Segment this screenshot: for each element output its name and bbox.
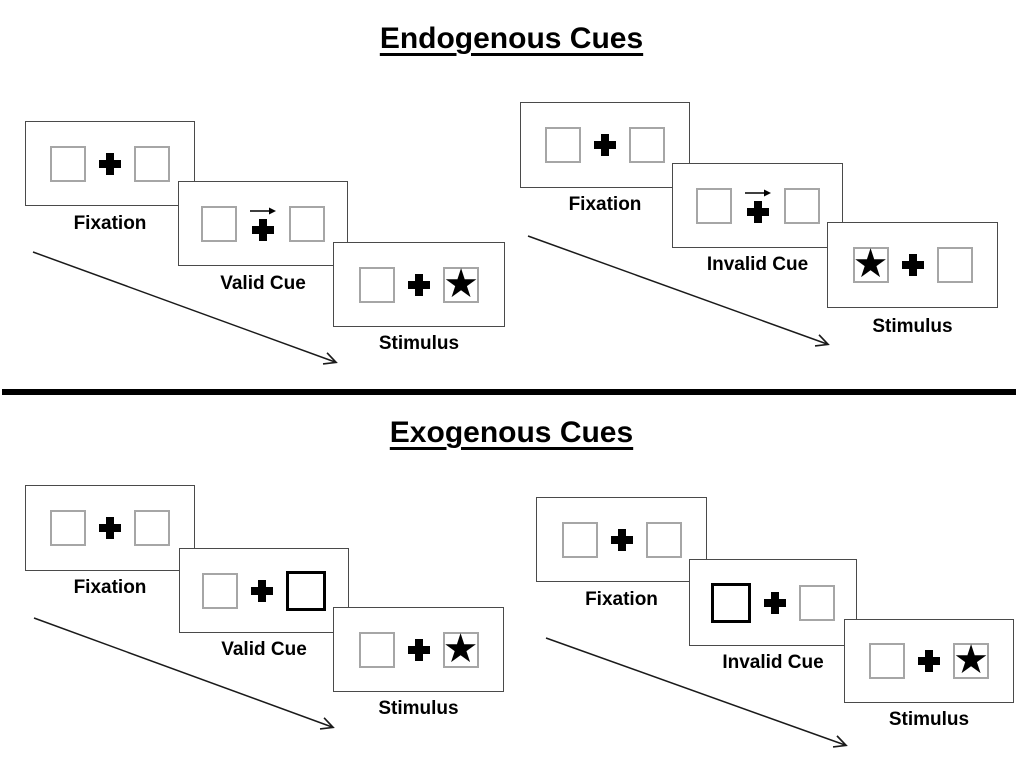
panel-label: Stimulus	[872, 316, 953, 337]
exogenous-section-title: Exogenous Cues	[389, 416, 634, 449]
fixation-cross-icon	[746, 201, 769, 223]
star-icon: ★	[852, 242, 889, 286]
exogenous-valid-cue-panel	[179, 548, 349, 633]
fixation-cross-icon	[918, 650, 940, 672]
star-icon: ★	[443, 261, 479, 306]
right-placeholder-box	[936, 247, 973, 283]
panel-label: Stimulus	[378, 333, 460, 354]
left-placeholder-box	[359, 266, 395, 303]
panel-label: Stimulus	[378, 698, 459, 719]
panel-label: Fixation	[585, 589, 658, 610]
endogenous-valid-fixation-panel	[25, 121, 195, 206]
right-highlighted-cue-box	[286, 570, 326, 611]
panel-label: Fixation	[568, 194, 642, 215]
right-target-box: ★	[443, 261, 479, 306]
left-placeholder-box	[202, 572, 238, 609]
exogenous-valid-stimulus-panel: ★	[333, 607, 504, 692]
fixation-cross-icon	[99, 152, 121, 175]
fixation-cross-icon	[901, 254, 924, 276]
exogenous-invalid-fixation-panel	[536, 497, 707, 582]
star-icon: ★	[442, 626, 479, 671]
timeline-arrow-icon	[32, 251, 338, 365]
fixation-cross-icon	[610, 528, 633, 551]
fixation-cross-icon	[252, 219, 274, 241]
right-placeholder-box	[645, 521, 682, 558]
right-placeholder-box	[799, 584, 835, 621]
fixation-cross-icon	[407, 638, 430, 661]
left-placeholder-box	[201, 205, 237, 242]
left-placeholder-box	[869, 643, 905, 679]
panel-label: Stimulus	[888, 709, 970, 730]
endogenous-invalid-stimulus-panel: ★	[827, 222, 998, 308]
panel-label: Fixation	[73, 577, 147, 598]
right-target-box: ★	[442, 626, 479, 671]
panel-label: Fixation	[73, 213, 147, 234]
panel-label: Valid Cue	[221, 639, 307, 660]
left-placeholder-box	[50, 145, 86, 182]
right-placeholder-box	[134, 145, 170, 182]
endogenous-valid-cue-panel	[178, 181, 348, 266]
right-placeholder-box	[783, 187, 820, 224]
panel-label: Invalid Cue	[706, 254, 809, 275]
left-target-box: ★	[852, 242, 889, 286]
fixation-cross-icon	[99, 517, 121, 539]
cue-arrow-right-icon	[250, 207, 276, 215]
right-placeholder-box	[629, 127, 665, 163]
timeline-arrow-icon	[545, 637, 848, 748]
left-placeholder-box	[50, 510, 86, 546]
left-highlighted-cue-box	[711, 582, 751, 623]
endogenous-invalid-fixation-panel	[520, 102, 690, 188]
exogenous-invalid-cue-panel	[689, 559, 857, 646]
left-placeholder-box	[695, 187, 732, 224]
fixation-cross-icon	[408, 273, 430, 296]
exogenous-valid-fixation-panel	[25, 485, 195, 571]
endogenous-section-title: Endogenous Cues	[379, 22, 644, 55]
panel-label: Valid Cue	[220, 273, 306, 294]
right-placeholder-box	[134, 510, 170, 546]
right-target-box: ★	[953, 638, 989, 682]
timeline-arrow-icon	[33, 617, 335, 730]
fixation-cross-icon	[251, 579, 273, 602]
left-placeholder-box	[358, 631, 395, 668]
timeline-arrow-icon	[527, 235, 830, 347]
endogenous-valid-stimulus-panel: ★	[333, 242, 505, 327]
panel-label: Invalid Cue	[722, 652, 824, 673]
fixation-cross-icon	[764, 591, 786, 614]
right-placeholder-box	[289, 205, 325, 242]
section-divider	[2, 389, 1016, 395]
left-placeholder-box	[545, 127, 581, 163]
left-placeholder-box	[561, 521, 598, 558]
exogenous-invalid-stimulus-panel: ★	[844, 619, 1014, 703]
star-icon: ★	[953, 638, 989, 682]
cue-arrow-right-icon	[744, 189, 771, 197]
fixation-cross-icon	[594, 134, 616, 156]
endogenous-invalid-cue-panel	[672, 163, 843, 248]
